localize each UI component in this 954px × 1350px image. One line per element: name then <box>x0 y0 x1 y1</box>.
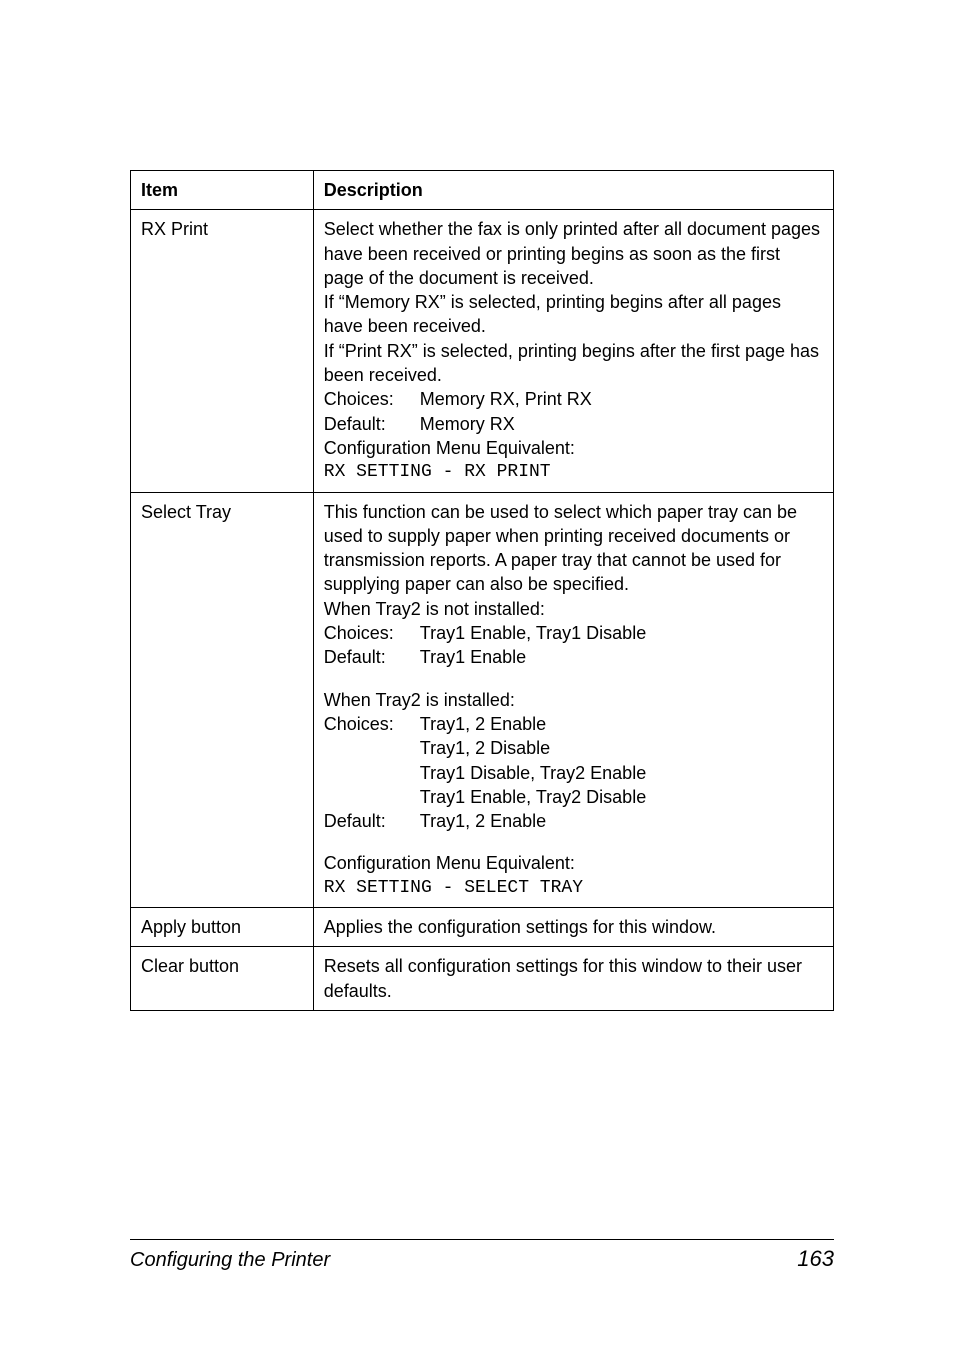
default-value: Tray1 Enable <box>420 645 823 669</box>
settings-table: Item Description RX Print Select whether… <box>130 170 834 1011</box>
choices-label: Choices: <box>324 621 416 645</box>
default-value: Tray1, 2 Enable <box>420 809 823 833</box>
default-line: Default: Memory RX <box>324 412 823 436</box>
choices-value: Tray1 Enable, Tray1 Disable <box>420 621 823 645</box>
header-description: Description <box>313 171 833 210</box>
desc-cell: Applies the configuration settings for t… <box>313 908 833 947</box>
choices-line: Choices: Memory RX, Print RX <box>324 387 823 411</box>
footer-title: Configuring the Printer <box>130 1249 330 1272</box>
choices-line: Choices: Tray1, 2 Enable Tray1, 2 Disabl… <box>324 712 823 809</box>
choices-value: Tray1, 2 Enable <box>420 712 823 736</box>
choices-value: Memory RX, Print RX <box>420 387 823 411</box>
choices-value: Tray1 Enable, Tray2 Disable <box>420 785 823 809</box>
item-cell: Select Tray <box>131 492 314 907</box>
default-line: Default: Tray1, 2 Enable <box>324 809 823 833</box>
choices-value: Tray1, 2 Disable <box>420 736 823 760</box>
desc-paragraph: This function can be used to select whic… <box>324 500 823 597</box>
spacer <box>324 833 823 851</box>
desc-paragraph: If “Memory RX” is selected, printing beg… <box>324 290 823 339</box>
section-title: When Tray2 is not installed: <box>324 597 823 621</box>
cme-value: RX SETTING - RX PRINT <box>324 460 823 484</box>
cme-label: Configuration Menu Equivalent: <box>324 436 823 460</box>
default-value: Memory RX <box>420 412 823 436</box>
choices-line: Choices: Tray1 Enable, Tray1 Disable <box>324 621 823 645</box>
default-label: Default: <box>324 412 416 436</box>
table-row: Select Tray This function can be used to… <box>131 492 834 907</box>
choices-label: Choices: <box>324 387 416 411</box>
choices-label: Choices: <box>324 712 416 809</box>
cme-value: RX SETTING - SELECT TRAY <box>324 876 823 900</box>
desc-paragraph: If “Print RX” is selected, printing begi… <box>324 339 823 388</box>
item-cell: Clear button <box>131 947 314 1011</box>
default-label: Default: <box>324 645 416 669</box>
section-title: When Tray2 is installed: <box>324 688 823 712</box>
page-footer: Configuring the Printer 163 <box>130 1239 834 1272</box>
desc-cell: Resets all configuration settings for th… <box>313 947 833 1011</box>
desc-cell: This function can be used to select whic… <box>313 492 833 907</box>
default-label: Default: <box>324 809 416 833</box>
spacer <box>324 670 823 688</box>
desc-paragraph: Select whether the fax is only printed a… <box>324 217 823 290</box>
cme-label: Configuration Menu Equivalent: <box>324 851 823 875</box>
table-row: Clear button Resets all configuration se… <box>131 947 834 1011</box>
header-item: Item <box>131 171 314 210</box>
choices-value: Tray1 Disable, Tray2 Enable <box>420 761 823 785</box>
table-row: RX Print Select whether the fax is only … <box>131 210 834 492</box>
footer-page-number: 163 <box>797 1246 834 1272</box>
desc-cell: Select whether the fax is only printed a… <box>313 210 833 492</box>
default-line: Default: Tray1 Enable <box>324 645 823 669</box>
table-row: Apply button Applies the configuration s… <box>131 908 834 947</box>
item-cell: Apply button <box>131 908 314 947</box>
item-cell: RX Print <box>131 210 314 492</box>
